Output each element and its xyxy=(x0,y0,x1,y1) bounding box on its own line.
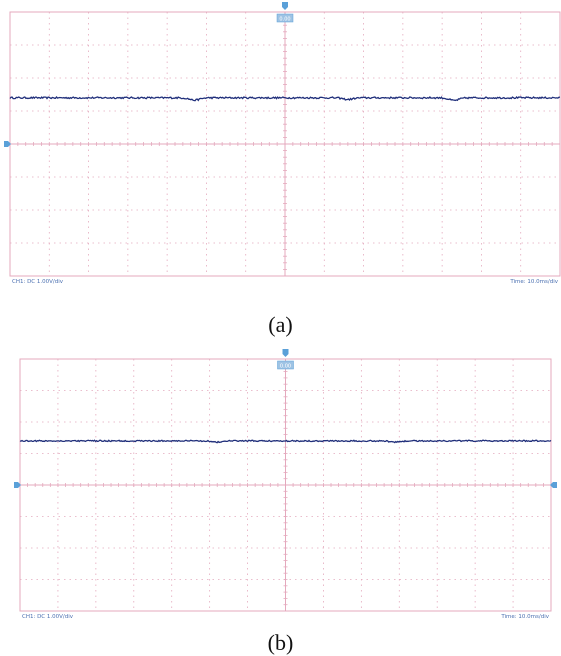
oscilloscope-screen-b: 0.00 CH1: DC 1.00V/div Time: 10.0ms/div xyxy=(14,349,557,620)
panel-caption-a: (a) xyxy=(268,312,293,337)
panel-caption-b: (b) xyxy=(267,630,294,655)
channel-ground-marker xyxy=(4,141,11,147)
signal-trace xyxy=(19,439,552,444)
trigger-position-marker xyxy=(282,349,289,357)
oscilloscope-panel-b: 0.00 CH1: DC 1.00V/div Time: 10.0ms/div (b… xyxy=(0,345,561,656)
channel-setting-label: CH1: DC 1.00V/div xyxy=(12,279,64,285)
trigger-label: 0.00 xyxy=(280,364,291,370)
signal-trace xyxy=(9,96,561,102)
timebase-label: Time: 10.0ms/div xyxy=(500,614,549,620)
oscilloscope-panel-a: 0.00 CH1: DC 1.00V/div Time: 10.0ms/div (a… xyxy=(4,2,561,337)
channel-ground-marker xyxy=(14,482,21,488)
trigger-label-box xyxy=(277,360,294,370)
trigger-position-marker xyxy=(282,2,288,10)
timebase-label: Time: 10.0ms/div xyxy=(509,279,558,285)
trigger-label: 0.00 xyxy=(279,17,290,23)
channel-setting-label: CH1: DC 1.00V/div xyxy=(22,614,74,620)
oscilloscope-screen-a: 0.00 CH1: DC 1.00V/div Time: 10.0ms/div xyxy=(4,2,561,285)
trigger-label-box xyxy=(276,13,294,23)
trigger-level-marker xyxy=(550,482,557,488)
